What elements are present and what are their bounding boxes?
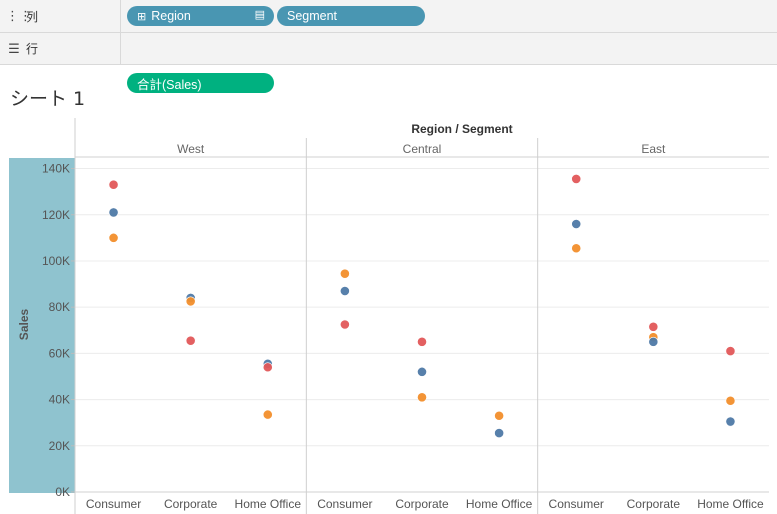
data-point xyxy=(339,319,350,330)
data-point xyxy=(417,392,427,403)
region-pill[interactable]: ⊞ Region ▤ xyxy=(127,6,274,26)
columns-shelf: ⋮⋮ 列 ⊞ Region ▤ Segment xyxy=(0,0,777,33)
rows-icon: ☰ xyxy=(8,40,20,56)
y-tick-label: 140K xyxy=(42,162,70,176)
x-tick-label: Home Office xyxy=(466,497,533,511)
columns-shelf-text: 列 xyxy=(26,9,39,24)
y-tick-label: 40K xyxy=(49,393,70,407)
data-point xyxy=(571,243,582,254)
sheet-title: シート 1 xyxy=(10,88,86,110)
data-point xyxy=(571,174,582,184)
x-tick-label: Consumer xyxy=(86,497,141,511)
columns-icon: ⋮⋮ xyxy=(6,8,32,23)
segment-pill-label: Segment xyxy=(287,9,338,23)
data-point xyxy=(185,335,196,346)
data-point xyxy=(108,232,119,243)
sales-pill-label: 合計(Sales) xyxy=(137,77,202,92)
x-tick-label: Home Office xyxy=(697,497,764,511)
y-tick-label: 100K xyxy=(42,254,70,268)
expand-icon[interactable]: ⊞ xyxy=(137,10,147,23)
data-point xyxy=(185,296,196,307)
y-axis-label: Sales xyxy=(17,308,31,340)
x-tick-label: Corporate xyxy=(164,497,218,511)
data-point xyxy=(725,395,736,406)
y-axis-band xyxy=(9,158,75,493)
data-point xyxy=(725,416,736,427)
data-point xyxy=(725,346,736,356)
data-point xyxy=(339,286,350,296)
data-point xyxy=(648,336,659,347)
rows-shelf-label: ☰ 行 xyxy=(0,33,121,64)
data-point xyxy=(571,219,582,229)
data-point xyxy=(417,336,427,347)
scatter-chart: Sales Region / Segment 0K 20K 40K 60K 80K 100K 1… xyxy=(9,118,769,514)
data-point xyxy=(262,409,273,420)
header-title: Region / Segment xyxy=(411,122,512,136)
y-tick-label: 120K xyxy=(42,208,70,222)
region-header-west: West xyxy=(177,142,205,156)
y-tick-label: 0K xyxy=(55,485,70,499)
sales-pill[interactable]: 合計(Sales) xyxy=(127,73,274,93)
x-tick-label: Consumer xyxy=(317,497,372,511)
x-tick-label: Home Office xyxy=(235,497,302,511)
columns-shelf-label: ⋮⋮ 列 xyxy=(0,0,121,32)
x-tick-label: Consumer xyxy=(549,497,604,511)
y-tick-label: 60K xyxy=(49,346,70,360)
region-header-east: East xyxy=(641,142,666,156)
rows-shelf-text: 行 xyxy=(26,42,39,56)
data-point xyxy=(494,410,505,421)
data-point xyxy=(648,321,659,332)
sort-icon[interactable]: ▤ xyxy=(254,9,265,21)
data-point xyxy=(108,179,119,190)
y-tick-label: 80K xyxy=(49,300,70,314)
data-point xyxy=(417,366,427,377)
x-tick-label: Corporate xyxy=(627,497,681,511)
rows-shelf: ☰ 行 合計(Sales) xyxy=(0,33,777,93)
region-header-central: Central xyxy=(403,142,442,156)
data-point xyxy=(494,428,505,438)
segment-pill[interactable]: Segment xyxy=(277,6,425,26)
y-tick-label: 20K xyxy=(49,439,70,453)
data-point xyxy=(108,207,119,218)
data-point xyxy=(262,362,273,373)
region-pill-label: Region xyxy=(151,9,191,23)
data-point xyxy=(339,268,350,279)
x-tick-label: Corporate xyxy=(395,497,449,511)
